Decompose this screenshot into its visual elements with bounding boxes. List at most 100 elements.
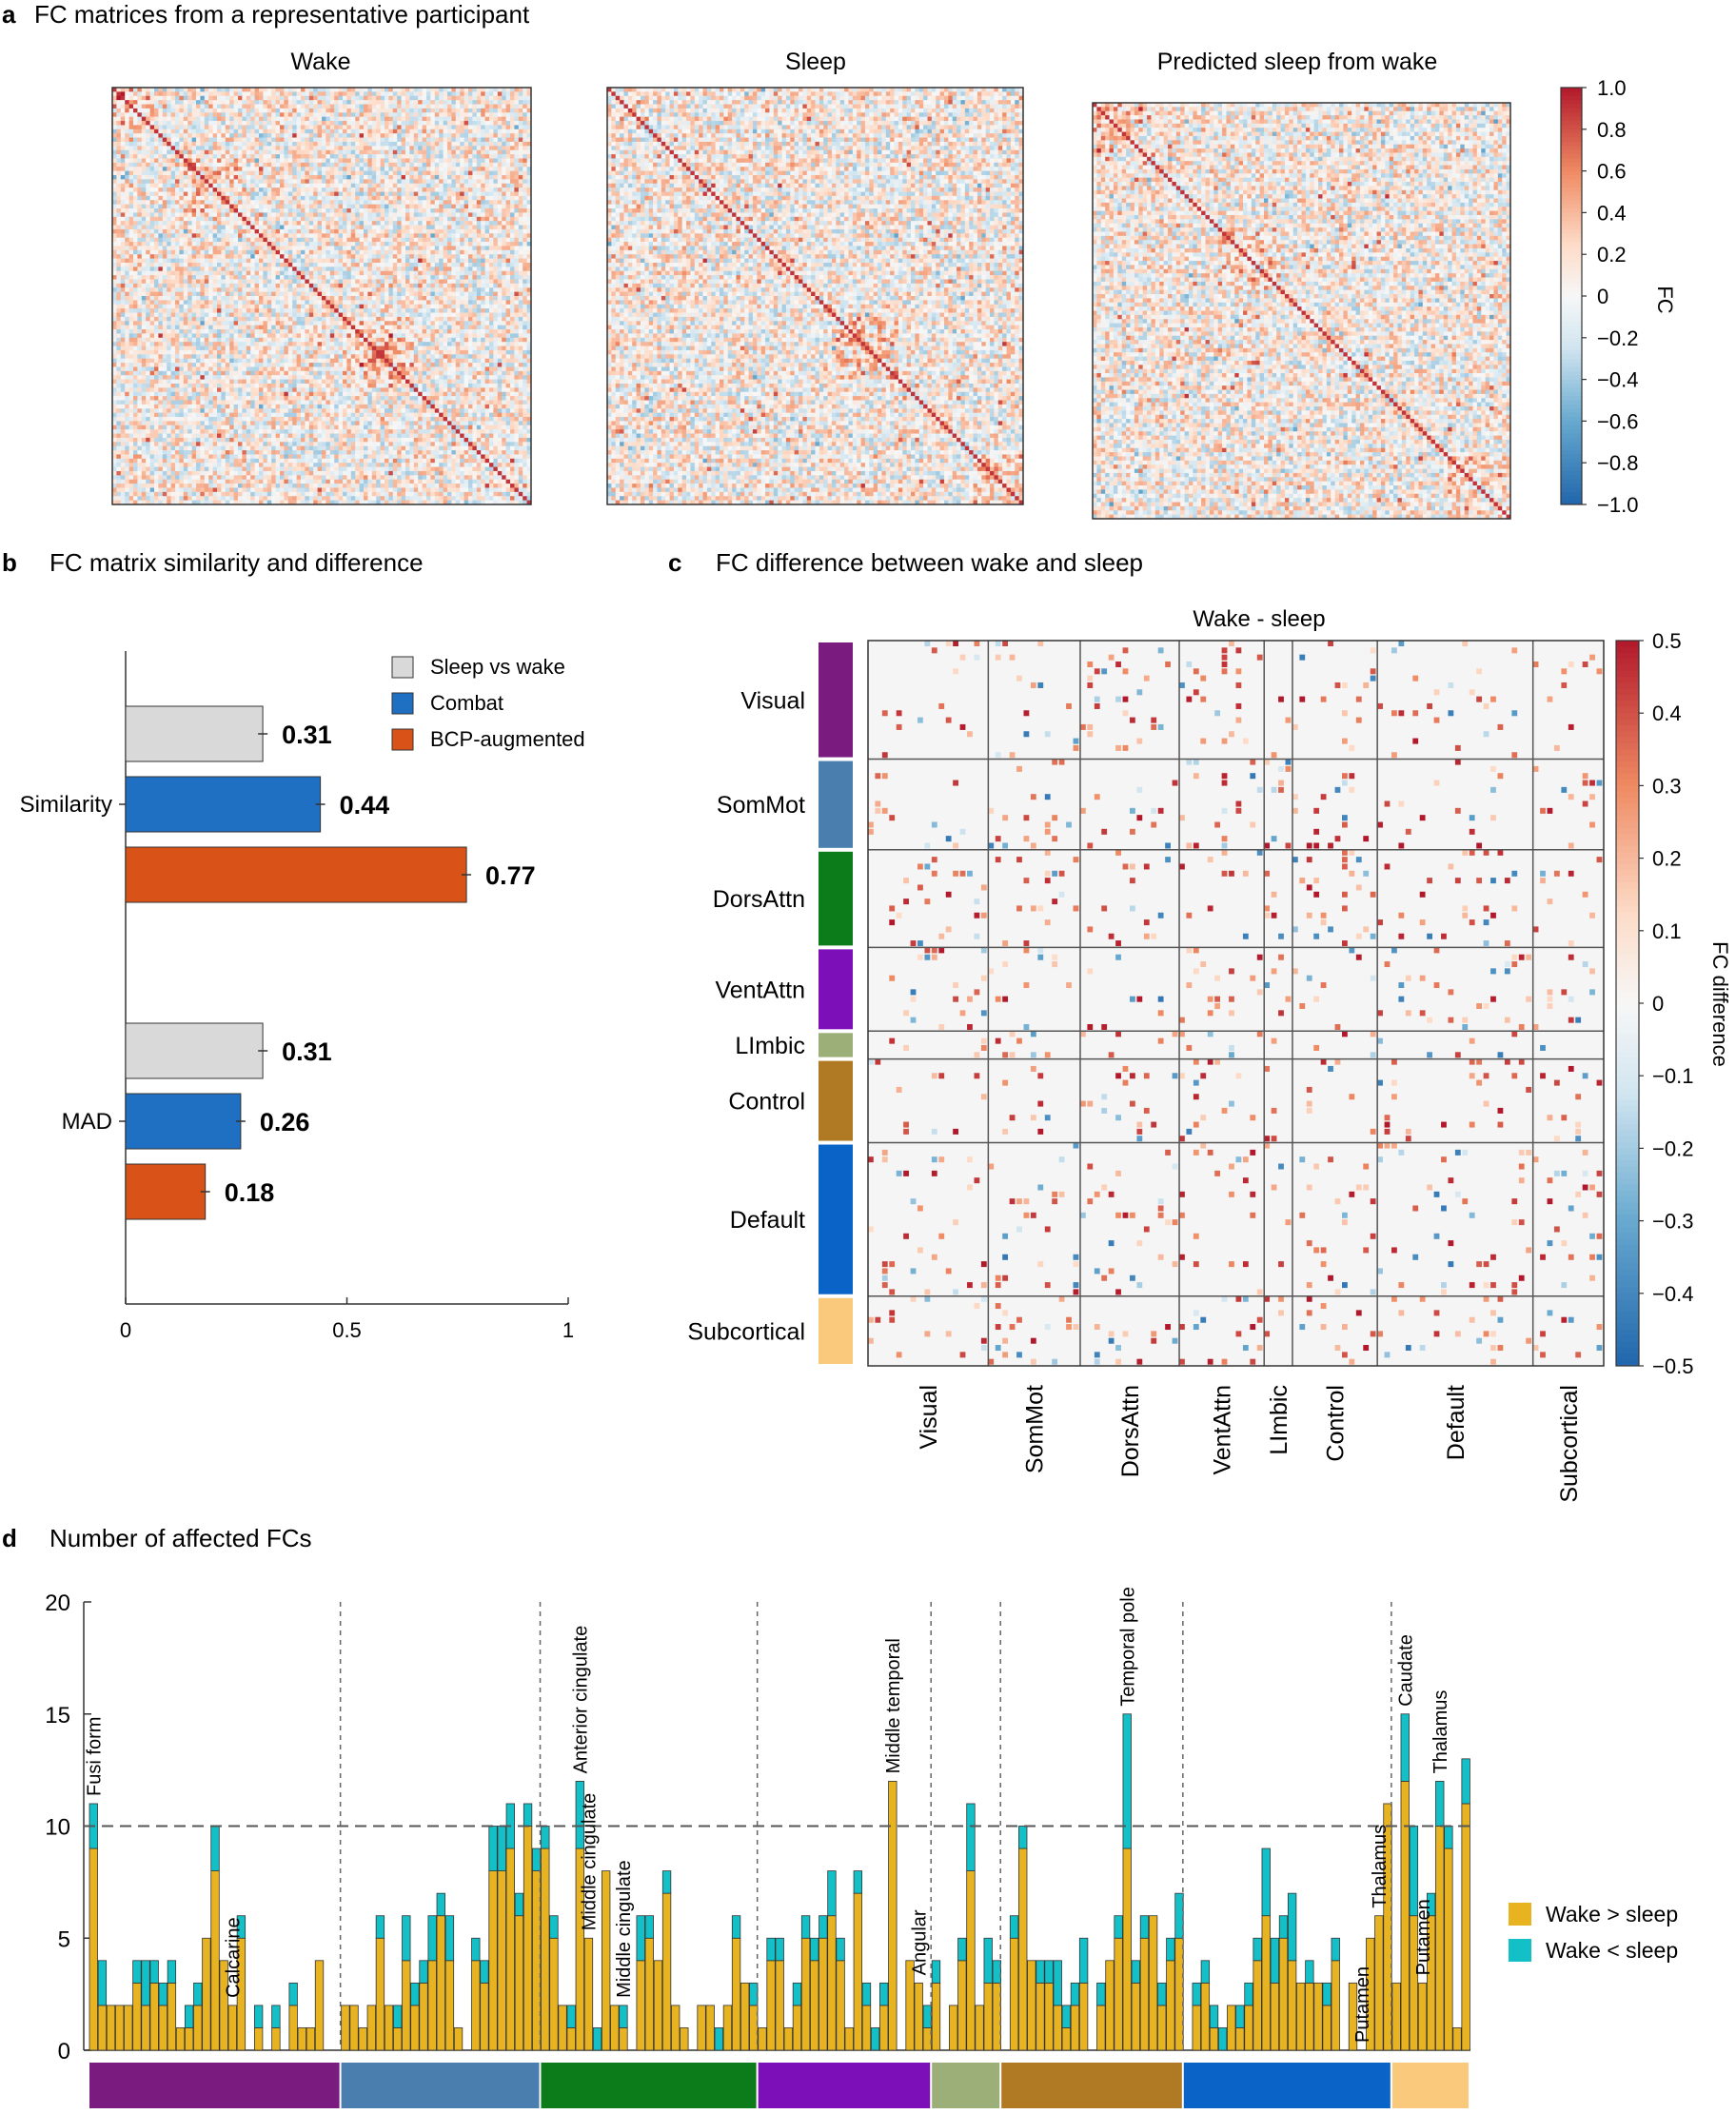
matrix-cell: [464, 121, 469, 126]
matrix-cell: [246, 228, 251, 234]
matrix-cell: [287, 108, 293, 113]
matrix-cell: [405, 254, 410, 259]
matrix-cell: [526, 162, 532, 168]
matrix-cell: [200, 208, 206, 213]
matrix-cell: [158, 287, 164, 293]
matrix-cell: [355, 91, 360, 97]
matrix-cell: [514, 174, 520, 180]
matrix-cell: [133, 188, 138, 192]
matrix-cell: [250, 200, 255, 206]
matrix-cell: [514, 270, 520, 276]
matrix-cell: [204, 121, 209, 126]
matrix-cell: [518, 179, 523, 185]
matrix-cell: [392, 170, 398, 176]
matrix-cell: [212, 188, 218, 192]
matrix-cell: [460, 246, 464, 251]
matrix-cell: [196, 237, 201, 243]
matrix-cell: [376, 141, 381, 147]
matrix-cell: [146, 154, 150, 159]
matrix-cell: [468, 104, 473, 109]
matrix-cell: [187, 287, 192, 293]
matrix-cell: [364, 137, 368, 143]
matrix-cell: [287, 262, 293, 267]
matrix-cell: [183, 108, 188, 113]
matrix-cell: [434, 100, 440, 105]
matrix-cell: [430, 108, 436, 113]
matrix-cell: [385, 158, 389, 164]
panel-a-letter: a: [2, 0, 16, 29]
matrix-cell: [367, 246, 373, 251]
matrix-cell: [112, 91, 117, 97]
matrix-cell: [329, 137, 335, 143]
matrix-cell: [191, 249, 197, 255]
matrix-cell: [179, 200, 185, 206]
matrix-cell: [287, 128, 293, 134]
matrix-cell: [481, 141, 485, 147]
matrix-cell: [468, 183, 473, 188]
matrix-cell: [196, 279, 201, 285]
matrix-cell: [380, 242, 385, 247]
matrix-cell: [355, 291, 360, 297]
matrix-cell: [413, 188, 419, 192]
matrix-cell: [187, 283, 192, 288]
matrix-cell: [418, 267, 423, 272]
matrix-cell: [439, 100, 444, 105]
matrix-cell: [128, 116, 134, 122]
matrix-cell: [518, 200, 523, 206]
matrix-cell: [518, 149, 523, 155]
matrix-cell: [280, 174, 285, 180]
matrix-cell: [497, 228, 503, 234]
matrix-cell: [149, 174, 155, 180]
matrix-cell: [250, 116, 255, 122]
matrix-cell: [263, 162, 268, 168]
matrix-cell: [196, 228, 201, 234]
matrix-cell: [455, 149, 461, 155]
matrix-cell: [296, 154, 302, 159]
matrix-cell: [476, 128, 482, 134]
matrix-cell: [392, 237, 398, 243]
matrix-cell: [287, 146, 293, 151]
matrix-cell: [154, 246, 159, 251]
matrix-cell: [229, 208, 234, 213]
matrix-cell: [523, 225, 527, 230]
matrix-cell: [514, 279, 520, 285]
matrix-cell: [455, 267, 461, 272]
matrix-cell: [149, 154, 155, 159]
matrix-cell: [116, 216, 122, 222]
matrix-cell: [200, 254, 206, 259]
matrix-cell: [284, 95, 289, 101]
matrix-cell: [179, 154, 185, 159]
matrix-cell: [191, 216, 197, 222]
matrix-cell: [472, 221, 478, 226]
matrix-cell: [158, 228, 164, 234]
matrix-cell: [280, 133, 285, 138]
matrix-cell: [162, 262, 168, 267]
matrix-cell: [430, 121, 436, 126]
matrix-cell: [196, 154, 201, 159]
matrix-cell: [263, 121, 268, 126]
matrix-cell: [120, 162, 126, 168]
matrix-cell: [326, 91, 331, 97]
matrix-cell: [514, 100, 520, 105]
matrix-cell: [472, 141, 478, 147]
matrix-cell: [481, 212, 485, 218]
matrix-cell: [468, 149, 473, 155]
matrix-cell: [116, 112, 122, 118]
matrix-cell: [120, 275, 126, 280]
matrix-cell: [510, 100, 515, 105]
matrix-cell: [405, 225, 410, 230]
matrix-cell: [405, 221, 410, 226]
matrix-cell: [221, 204, 227, 209]
matrix-cell: [468, 112, 473, 118]
matrix-cell: [518, 279, 523, 285]
matrix-cell: [221, 246, 227, 251]
matrix-cell: [451, 212, 457, 218]
matrix-cell: [397, 141, 402, 147]
matrix-cell: [346, 212, 352, 218]
matrix-cell: [212, 242, 218, 247]
matrix-cell: [334, 212, 339, 218]
matrix-cell: [364, 228, 368, 234]
matrix-cell: [187, 249, 192, 255]
matrix-cell: [238, 170, 243, 176]
matrix-cell: [308, 128, 314, 134]
